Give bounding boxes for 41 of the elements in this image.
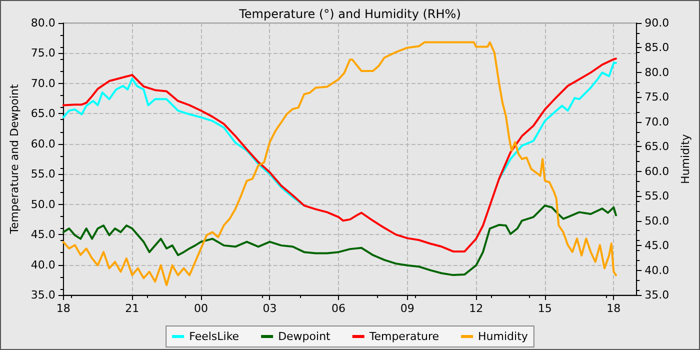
y2-tick-label: 75.0 — [644, 90, 670, 104]
y-tick-label: 40.0 — [30, 258, 56, 272]
y2-tick-label: 55.0 — [644, 190, 670, 203]
y2-tick-label: 85.0 — [644, 41, 670, 54]
y-tick-label: 80.0 — [30, 16, 56, 30]
y-tick-label: 70.0 — [30, 76, 56, 90]
y2-tick-label: 50.0 — [644, 214, 670, 228]
line-series — [62, 204, 617, 276]
chart-title: Temperature (°) and Humidity (RH%) — [238, 7, 461, 21]
line-series — [62, 41, 617, 286]
y-tick-label: 55.0 — [30, 168, 56, 181]
line-series — [62, 58, 617, 252]
x-tick-label: 12 — [469, 302, 484, 315]
y-tick-label: 35.0 — [30, 288, 56, 302]
x-tick-label: 00 — [194, 302, 208, 315]
y-tick-label: 75.0 — [30, 46, 56, 60]
y-tick-label: 65.0 — [30, 107, 56, 120]
y2-axis-title: Humidity — [679, 134, 692, 184]
y2-tick-label: 35.0 — [644, 288, 670, 302]
legend-label: FeelsLike — [189, 330, 240, 343]
x-tick-label: 15 — [538, 302, 552, 315]
legend-label: Humidity — [478, 330, 528, 343]
y-axis-title: Temperature and Dewpoint — [8, 83, 21, 235]
y2-tick-label: 45.0 — [644, 239, 670, 252]
y-tick-label: 45.0 — [30, 228, 56, 242]
legend-label: Dewpoint — [278, 330, 332, 343]
y2-tick-label: 40.0 — [644, 264, 670, 277]
x-tick-label: 18 — [56, 302, 70, 315]
y2-tick-label: 60.0 — [644, 164, 670, 178]
x-tick-label: 18 — [606, 302, 621, 315]
x-tick-label: 21 — [125, 302, 140, 315]
y-tick-label: 50.0 — [30, 198, 56, 211]
x-tick-label: 09 — [400, 302, 414, 315]
legend-label: Temperature — [368, 330, 440, 343]
y2-tick-label: 90.0 — [644, 16, 670, 30]
y2-tick-label: 65.0 — [644, 140, 670, 154]
y-tick-label: 60.0 — [30, 137, 56, 150]
y2-tick-label: 70.0 — [644, 115, 670, 128]
x-tick-label: 03 — [262, 302, 277, 315]
y2-tick-label: 80.0 — [644, 66, 670, 79]
x-tick-label: 06 — [332, 302, 346, 315]
